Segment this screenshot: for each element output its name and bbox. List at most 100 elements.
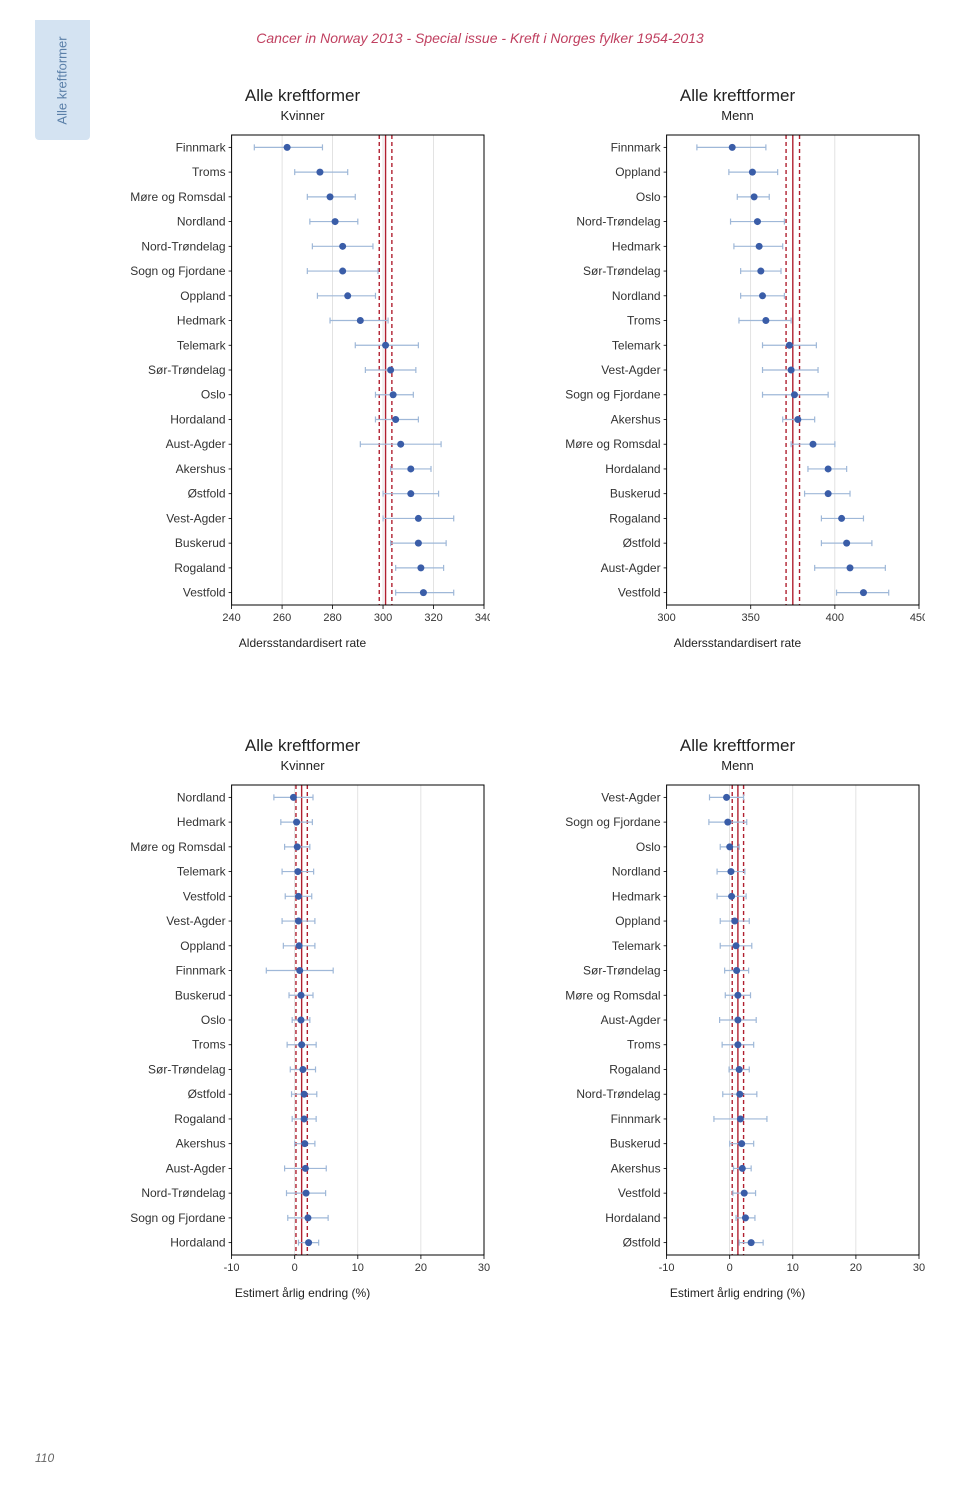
- data-point: [737, 1115, 744, 1122]
- row-label: Sogn og Fjordane: [565, 815, 661, 829]
- row-label: Østfold: [623, 1236, 661, 1250]
- data-point: [843, 540, 850, 547]
- row-label: Sør-Trøndelag: [148, 363, 226, 377]
- section-insidens: Insidens Aldersstandardiserte insidensra…: [0, 86, 960, 656]
- svg-text:300: 300: [374, 612, 392, 624]
- forest-plot: Vest-AgderSogn og FjordaneOsloNordlandHe…: [545, 777, 925, 1277]
- row-label: Akershus: [176, 462, 226, 476]
- svg-text:30: 30: [913, 1262, 925, 1274]
- data-point: [838, 515, 845, 522]
- data-point: [739, 1165, 746, 1172]
- chart-xlabel: Estimert årlig endring (%): [110, 1286, 495, 1300]
- data-point: [357, 317, 364, 324]
- row-label: Telemark: [612, 338, 662, 352]
- data-point: [733, 967, 740, 974]
- row-label: Troms: [627, 1038, 661, 1052]
- row-label: Hedmark: [177, 314, 227, 328]
- row-label: Telemark: [177, 338, 227, 352]
- chart-title: Alle kreftformer: [545, 86, 930, 106]
- data-point: [736, 1066, 743, 1073]
- data-point: [756, 243, 763, 250]
- row-label: Nordland: [177, 790, 226, 804]
- row-label: Møre og Romsdal: [565, 988, 660, 1002]
- svg-text:400: 400: [826, 612, 844, 624]
- side-tab-label: Alle kreftformer: [55, 36, 70, 124]
- data-point: [847, 564, 854, 571]
- side-tab-badge: Alle kreftformer: [35, 20, 90, 140]
- row-label: Akershus: [611, 412, 661, 426]
- data-point: [748, 1239, 755, 1246]
- data-point: [392, 416, 399, 423]
- data-point: [734, 992, 741, 999]
- chart-apc-women: Alle kreftformer Kvinner NordlandHedmark…: [110, 736, 495, 1300]
- chart-subtitle: Menn: [545, 108, 930, 123]
- row-label: Buskerud: [610, 1137, 661, 1151]
- data-point: [749, 169, 756, 176]
- row-label: Buskerud: [610, 487, 661, 501]
- chart-title: Alle kreftformer: [545, 736, 930, 756]
- row-label: Sør-Trøndelag: [148, 1062, 226, 1076]
- row-label: Oslo: [636, 840, 661, 854]
- svg-text:0: 0: [292, 1262, 298, 1274]
- data-point: [736, 1091, 743, 1098]
- side-label-apc: Årlig prosentvis forandring I den alders…: [0, 736, 110, 1276]
- row-label: Oppland: [615, 165, 660, 179]
- row-label: Telemark: [177, 865, 227, 879]
- chart-incidence-men: Alle kreftformer Menn FinnmarkOpplandOsl…: [545, 86, 930, 650]
- svg-text:350: 350: [742, 612, 760, 624]
- svg-text:280: 280: [323, 612, 341, 624]
- data-point: [295, 893, 302, 900]
- row-label: Sogn og Fjordane: [565, 388, 661, 402]
- row-label: Vestfold: [183, 586, 226, 600]
- forest-plot: FinnmarkTromsMøre og RomsdalNordlandNord…: [110, 127, 490, 627]
- data-point: [327, 193, 334, 200]
- data-point: [729, 144, 736, 151]
- row-label: Sogn og Fjordane: [130, 1211, 226, 1225]
- data-point: [759, 292, 766, 299]
- chart-apc-men: Alle kreftformer Menn Vest-AgderSogn og …: [545, 736, 930, 1300]
- data-point: [754, 218, 761, 225]
- chart-subtitle: Menn: [545, 758, 930, 773]
- row-label: Rogaland: [609, 511, 660, 525]
- row-label: Nordland: [177, 215, 226, 229]
- data-point: [290, 794, 297, 801]
- data-point: [301, 1091, 308, 1098]
- data-point: [757, 268, 764, 275]
- data-point: [734, 1041, 741, 1048]
- data-point: [860, 589, 867, 596]
- svg-text:340: 340: [475, 612, 490, 624]
- forest-plot: NordlandHedmarkMøre og RomsdalTelemarkVe…: [110, 777, 490, 1277]
- row-label: Hedmark: [612, 889, 662, 903]
- data-point: [296, 967, 303, 974]
- svg-text:10: 10: [787, 1262, 799, 1274]
- data-point: [296, 942, 303, 949]
- row-label: Nord-Trøndelag: [576, 1087, 660, 1101]
- data-point: [809, 441, 816, 448]
- row-label: Nordland: [612, 289, 661, 303]
- data-point: [344, 292, 351, 299]
- row-label: Oppland: [180, 289, 225, 303]
- svg-text:320: 320: [424, 612, 442, 624]
- data-point: [724, 819, 731, 826]
- svg-text:-10: -10: [659, 1262, 675, 1274]
- data-point: [751, 193, 758, 200]
- row-label: Vestfold: [618, 1186, 661, 1200]
- row-label: Troms: [627, 314, 661, 328]
- row-label: Aust-Agder: [166, 437, 226, 451]
- data-point: [738, 1140, 745, 1147]
- chart-subtitle: Kvinner: [110, 758, 495, 773]
- row-label: Rogaland: [174, 561, 225, 575]
- row-label: Nord-Trøndelag: [141, 239, 225, 253]
- data-point: [417, 564, 424, 571]
- row-label: Hordaland: [170, 1236, 225, 1250]
- data-point: [302, 1165, 309, 1172]
- row-label: Buskerud: [175, 988, 226, 1002]
- svg-text:10: 10: [352, 1262, 364, 1274]
- row-label: Aust-Agder: [601, 1013, 661, 1027]
- data-point: [298, 1017, 305, 1024]
- data-point: [397, 441, 404, 448]
- chart-xlabel: Aldersstandardisert rate: [110, 636, 495, 650]
- chart-title: Alle kreftformer: [110, 736, 495, 756]
- page-header: Cancer in Norway 2013 - Special issue - …: [0, 0, 960, 46]
- chart-xlabel: Aldersstandardisert rate: [545, 636, 930, 650]
